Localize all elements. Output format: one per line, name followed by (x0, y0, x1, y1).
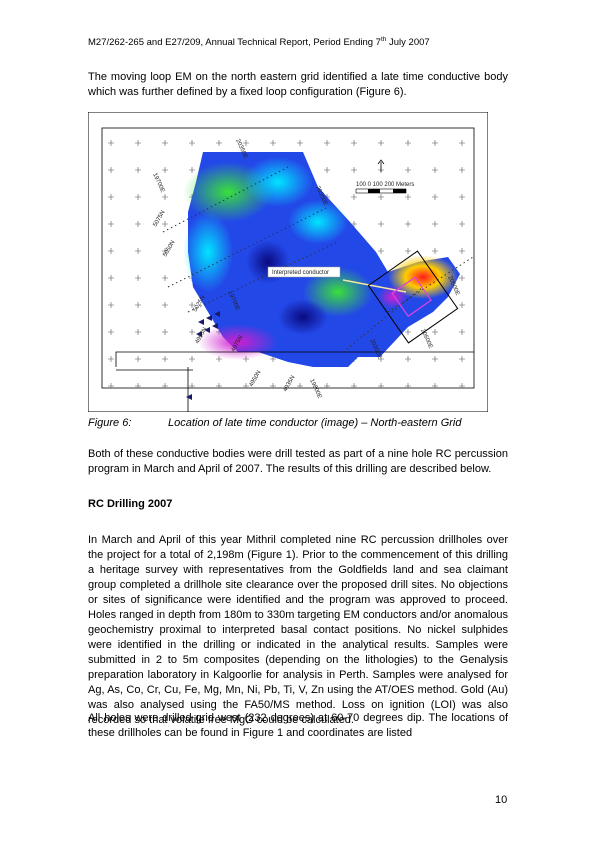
figure-caption: Figure 6: Location of late time conductor… (88, 417, 461, 429)
paragraph: Both of these conductive bodies were dri… (88, 448, 508, 475)
header-text: July 2007 (386, 37, 430, 49)
page-number: 10 (495, 794, 508, 806)
caption-text: Location of late time conductor (image) … (168, 417, 462, 429)
paragraph: In March and April of this year Mithril … (88, 534, 508, 726)
caption-number: Figure 6: (88, 417, 132, 429)
figure-map: 20350E 19700E 5075N 5050N 5025N 19700E 4… (88, 112, 488, 412)
running-header: M27/262-265 and E27/209, Annual Technica… (88, 36, 430, 48)
header-superscript: th (380, 36, 387, 43)
paragraph: The moving loop EM on the north eastern … (88, 71, 508, 98)
header-text: M27/262-265 and E27/209, Annual Technica… (88, 37, 381, 49)
map-label: Interpreted conductor (272, 270, 329, 276)
section-heading: RC Drilling 2007 (88, 498, 173, 510)
paragraph: All holes were drilled grid west (232 de… (88, 712, 508, 739)
scale-label: 100 0 100 200 Meters (356, 182, 414, 188)
